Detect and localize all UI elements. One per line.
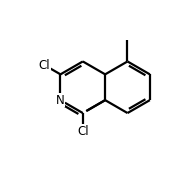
Text: N: N xyxy=(56,94,65,107)
Text: Cl: Cl xyxy=(77,125,89,138)
Text: Cl: Cl xyxy=(39,59,50,72)
